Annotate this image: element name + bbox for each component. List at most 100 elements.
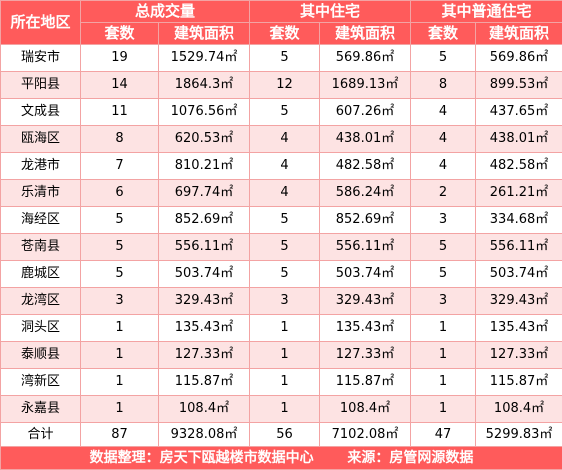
cell-ord-area: 329.43㎡ <box>475 287 562 315</box>
cell-res-area: 127.33㎡ <box>319 341 412 369</box>
table-row: 文成县 11 1076.56㎡ 5 607.26㎡ 4 437.65㎡ <box>0 98 562 126</box>
cell-region: 鹿城区 <box>0 260 81 288</box>
cell-total-sets: 6 <box>80 179 159 207</box>
cell-total-area: 1529.74㎡ <box>157 44 251 72</box>
cell-res-area: 607.26㎡ <box>319 98 412 126</box>
cell-region: 海经区 <box>0 206 81 234</box>
total-res-sets: 56 <box>249 422 321 447</box>
cell-res-area: 115.87㎡ <box>319 368 412 396</box>
table-row: 海经区 5 852.69㎡ 5 852.69㎡ 3 334.68㎡ <box>0 206 562 234</box>
cell-total-sets: 3 <box>80 287 159 315</box>
cell-res-area: 135.43㎡ <box>319 314 412 342</box>
cell-ord-sets: 5 <box>410 233 477 261</box>
table-row: 鹿城区 5 503.74㎡ 5 503.74㎡ 5 503.74㎡ <box>0 260 562 288</box>
table-row: 湾新区 1 115.87㎡ 1 115.87㎡ 1 115.87㎡ <box>0 368 562 396</box>
cell-total-sets: 1 <box>80 314 159 342</box>
cell-res-sets: 5 <box>249 44 321 72</box>
cell-total-area: 135.43㎡ <box>157 314 251 342</box>
cell-total-sets: 1 <box>80 341 159 369</box>
cell-ord-area: 482.58㎡ <box>475 152 562 180</box>
cell-ord-sets: 4 <box>410 98 477 126</box>
cell-total-sets: 11 <box>80 98 159 126</box>
table-row: 龙湾区 3 329.43㎡ 3 329.43㎡ 3 329.43㎡ <box>0 287 562 315</box>
cell-res-sets: 4 <box>249 125 321 153</box>
header-total-sets: 套数 <box>80 22 159 45</box>
table-body: 瑞安市 19 1529.74㎡ 5 569.86㎡ 5 569.86㎡ 平阳县 14 1864.3… <box>0 44 562 423</box>
cell-total-area: 1076.56㎡ <box>157 98 251 126</box>
cell-res-sets: 1 <box>249 395 321 423</box>
table-row: 瓯海区 8 620.53㎡ 4 438.01㎡ 4 438.01㎡ <box>0 125 562 153</box>
cell-total-area: 115.87㎡ <box>157 368 251 396</box>
total-sets: 87 <box>80 422 159 447</box>
cell-total-area: 503.74㎡ <box>157 260 251 288</box>
cell-ord-area: 115.87㎡ <box>475 368 562 396</box>
cell-res-sets: 5 <box>249 233 321 261</box>
cell-ord-sets: 3 <box>410 206 477 234</box>
cell-res-sets: 4 <box>249 179 321 207</box>
cell-total-sets: 5 <box>80 233 159 261</box>
header-total-area: 建筑面积 <box>157 22 251 45</box>
cell-region: 文成县 <box>0 98 81 126</box>
cell-ord-area: 556.11㎡ <box>475 233 562 261</box>
table-row: 泰顺县 1 127.33㎡ 1 127.33㎡ 1 127.33㎡ <box>0 341 562 369</box>
table-row: 永嘉县 1 108.4㎡ 1 108.4㎡ 1 108.4㎡ <box>0 395 562 423</box>
cell-total-area: 108.4㎡ <box>157 395 251 423</box>
header-res-sets: 套数 <box>249 22 321 45</box>
cell-region: 永嘉县 <box>0 395 81 423</box>
cell-ord-area: 437.65㎡ <box>475 98 562 126</box>
total-ord-area: 5299.83㎡ <box>475 422 562 447</box>
cell-total-sets: 19 <box>80 44 159 72</box>
cell-region: 瑞安市 <box>0 44 81 72</box>
cell-ord-area: 127.33㎡ <box>475 341 562 369</box>
footer-source: 来源：房管网源数据 <box>347 450 474 466</box>
cell-total-area: 697.74㎡ <box>157 179 251 207</box>
cell-ord-sets: 5 <box>410 260 477 288</box>
table-row: 平阳县 14 1864.3㎡ 12 1689.13㎡ 8 899.53㎡ <box>0 71 562 99</box>
cell-region: 湾新区 <box>0 368 81 396</box>
cell-res-sets: 5 <box>249 260 321 288</box>
cell-res-area: 852.69㎡ <box>319 206 412 234</box>
cell-res-sets: 4 <box>249 152 321 180</box>
cell-ord-area: 334.68㎡ <box>475 206 562 234</box>
cell-res-sets: 1 <box>249 368 321 396</box>
cell-ord-sets: 1 <box>410 395 477 423</box>
header-row-groups: 所在地区 总成交量 其中住宅 其中普通住宅 <box>0 0 562 45</box>
cell-res-area: 556.11㎡ <box>319 233 412 261</box>
header-group-ordinary: 其中普通住宅 <box>410 0 562 23</box>
header-group-residential: 其中住宅 <box>249 0 412 23</box>
table-row: 瑞安市 19 1529.74㎡ 5 569.86㎡ 5 569.86㎡ <box>0 44 562 72</box>
cell-ord-sets: 1 <box>410 341 477 369</box>
cell-region: 龙港市 <box>0 152 81 180</box>
cell-ord-sets: 5 <box>410 44 477 72</box>
cell-region: 乐清市 <box>0 179 81 207</box>
cell-total-area: 852.69㎡ <box>157 206 251 234</box>
cell-res-area: 482.58㎡ <box>319 152 412 180</box>
cell-total-sets: 7 <box>80 152 159 180</box>
total-ord-sets: 47 <box>410 422 477 447</box>
cell-res-area: 586.24㎡ <box>319 179 412 207</box>
cell-total-sets: 5 <box>80 206 159 234</box>
cell-total-area: 810.21㎡ <box>157 152 251 180</box>
cell-ord-sets: 1 <box>410 368 477 396</box>
cell-res-sets: 5 <box>249 98 321 126</box>
total-area: 9328.08㎡ <box>157 422 251 447</box>
cell-res-sets: 1 <box>249 314 321 342</box>
cell-total-area: 127.33㎡ <box>157 341 251 369</box>
cell-total-area: 556.11㎡ <box>157 233 251 261</box>
cell-res-area: 329.43㎡ <box>319 287 412 315</box>
cell-ord-area: 135.43㎡ <box>475 314 562 342</box>
cell-total-sets: 5 <box>80 260 159 288</box>
cell-region: 瓯海区 <box>0 125 81 153</box>
header-row-columns: 套数 建筑面积 套数 建筑面积 套数 建筑面积 <box>1 22 562 45</box>
cell-ord-area: 438.01㎡ <box>475 125 562 153</box>
cell-res-area: 1689.13㎡ <box>319 71 412 99</box>
cell-ord-sets: 8 <box>410 71 477 99</box>
cell-region: 平阳县 <box>0 71 81 99</box>
cell-res-sets: 12 <box>249 71 321 99</box>
cell-total-sets: 8 <box>80 125 159 153</box>
header-group-total: 总成交量 <box>79 0 251 23</box>
footer-data-by: 数据整理：房天下瓯越楼市数据中心 <box>89 450 314 466</box>
table-row: 乐清市 6 697.74㎡ 4 586.24㎡ 2 261.21㎡ <box>0 179 562 207</box>
total-res-area: 7102.08㎡ <box>319 422 412 447</box>
cell-res-sets: 1 <box>249 341 321 369</box>
